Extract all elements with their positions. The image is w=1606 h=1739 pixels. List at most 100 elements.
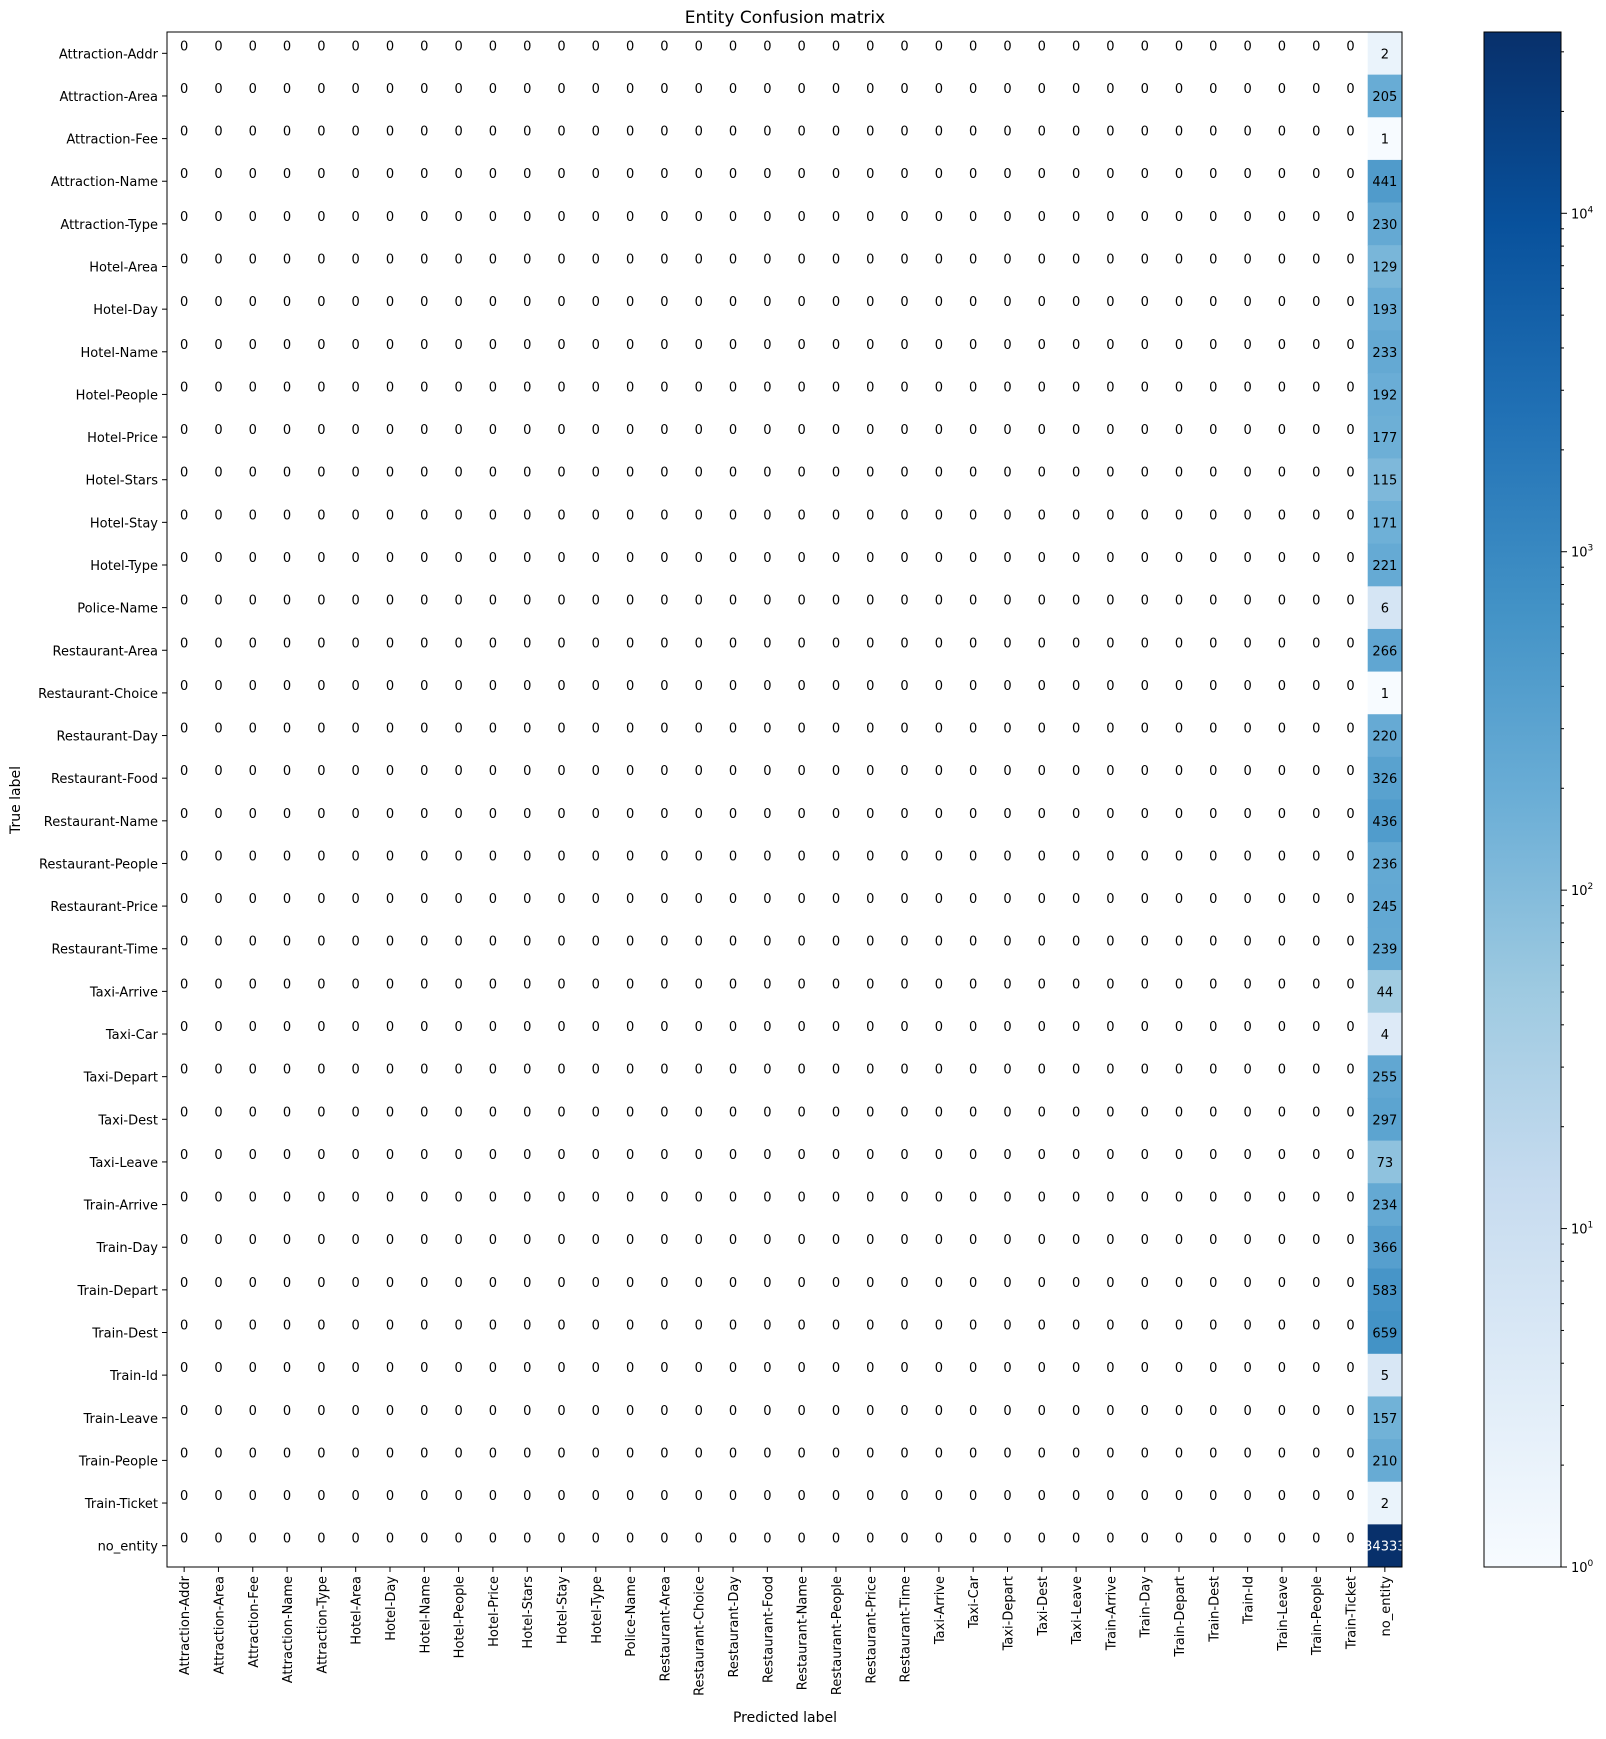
cell-value: 0 <box>695 1532 703 1547</box>
cell-value: 0 <box>454 466 462 481</box>
y-tick-label: Police-Name <box>77 602 158 617</box>
cell-value: 0 <box>1243 466 1251 481</box>
cell-value: 0 <box>660 1063 668 1078</box>
cell-value: 0 <box>420 849 428 864</box>
cell-value: 0 <box>1072 210 1080 225</box>
cell-value: 0 <box>489 935 497 950</box>
cell-value: 5 <box>1381 1369 1389 1384</box>
cell-value: 0 <box>214 594 222 609</box>
cell-value: 0 <box>798 764 806 779</box>
cell-value: 0 <box>180 338 188 353</box>
cell-value: 0 <box>695 423 703 438</box>
cell-value: 0 <box>695 764 703 779</box>
cell-value: 0 <box>798 1233 806 1248</box>
x-tick-label: Restaurant-Time <box>899 1576 914 1682</box>
cell-value: 0 <box>1312 1063 1320 1078</box>
cell-value: 0 <box>798 636 806 651</box>
cell-value: 0 <box>1003 764 1011 779</box>
cell-value: 0 <box>729 508 737 523</box>
heatmap-cell <box>1367 74 1403 118</box>
cell-value: 0 <box>729 253 737 268</box>
cell-value: 0 <box>1141 380 1149 395</box>
cell-value: 0 <box>626 295 634 310</box>
cell-value: 0 <box>660 892 668 907</box>
cell-value: 0 <box>695 679 703 694</box>
cell-value: 0 <box>832 935 840 950</box>
cell-value: 0 <box>420 125 428 140</box>
cell-value: 0 <box>1072 1233 1080 1248</box>
cell-value: 0 <box>626 380 634 395</box>
cell-value: 0 <box>1278 423 1286 438</box>
cell-value: 0 <box>1312 82 1320 97</box>
cell-value: 0 <box>1072 977 1080 992</box>
cell-value: 0 <box>1003 551 1011 566</box>
cell-value: 0 <box>352 466 360 481</box>
cell-value: 0 <box>832 1063 840 1078</box>
cell-value: 0 <box>1141 1148 1149 1163</box>
cell-value: 0 <box>763 39 771 54</box>
cell-value: 0 <box>592 977 600 992</box>
y-tick-label: Restaurant-Choice <box>38 687 158 702</box>
cell-value: 0 <box>1106 380 1114 395</box>
y-tick-label: Taxi-Car <box>105 1028 159 1043</box>
cell-value: 0 <box>832 423 840 438</box>
cell-value: 0 <box>832 977 840 992</box>
cell-value: 0 <box>523 849 531 864</box>
cell-value: 0 <box>763 125 771 140</box>
cell-value: 0 <box>317 1020 325 1035</box>
y-tick-label: Attraction-Fee <box>66 133 158 148</box>
cell-value: 0 <box>557 1404 565 1419</box>
cell-value: 0 <box>660 1361 668 1376</box>
cell-value: 0 <box>1003 82 1011 97</box>
cell-value: 0 <box>1346 1404 1354 1419</box>
cell-value: 0 <box>283 1489 291 1504</box>
cell-value: 0 <box>763 1020 771 1035</box>
cell-value: 0 <box>249 679 257 694</box>
cell-value: 0 <box>386 167 394 182</box>
cell-value: 0 <box>1038 1148 1046 1163</box>
cell-value: 0 <box>557 338 565 353</box>
x-axis-label: Predicted label <box>733 1710 837 1726</box>
cell-value: 0 <box>1209 636 1217 651</box>
cell-value: 0 <box>352 935 360 950</box>
cell-value: 0 <box>1003 849 1011 864</box>
cell-value: 0 <box>729 1361 737 1376</box>
cell-value: 0 <box>592 1063 600 1078</box>
cell-value: 0 <box>935 892 943 907</box>
y-tick-label: Taxi-Depart <box>83 1071 158 1086</box>
cell-value: 0 <box>1243 82 1251 97</box>
cell-value: 0 <box>283 1020 291 1035</box>
cell-value: 0 <box>386 722 394 737</box>
cell-value: 0 <box>626 508 634 523</box>
cell-value: 0 <box>489 39 497 54</box>
cell-value: 0 <box>900 39 908 54</box>
cell-value: 0 <box>969 807 977 822</box>
y-tick-label: Train-Arrive <box>83 1199 158 1214</box>
cell-value: 326 <box>1372 772 1397 787</box>
cell-value: 0 <box>1175 935 1183 950</box>
cell-value: 0 <box>489 1148 497 1163</box>
cell-value: 0 <box>249 39 257 54</box>
cell-value: 0 <box>729 849 737 864</box>
cell-value: 0 <box>935 977 943 992</box>
cell-value: 0 <box>1038 1063 1046 1078</box>
cell-value: 0 <box>969 338 977 353</box>
cell-value: 0 <box>763 1532 771 1547</box>
cell-value: 0 <box>660 82 668 97</box>
cell-value: 0 <box>454 125 462 140</box>
cell-value: 0 <box>283 1148 291 1163</box>
cell-value: 0 <box>489 1446 497 1461</box>
cell-value: 0 <box>1209 551 1217 566</box>
cell-value: 0 <box>969 977 977 992</box>
cell-value: 0 <box>557 1020 565 1035</box>
cell-value: 0 <box>729 977 737 992</box>
cell-value: 0 <box>1038 807 1046 822</box>
cell-value: 0 <box>214 1532 222 1547</box>
x-tick-label: Hotel-Area <box>350 1576 365 1645</box>
cell-value: 0 <box>832 1148 840 1163</box>
cell-value: 0 <box>763 1233 771 1248</box>
cell-value: 0 <box>1038 167 1046 182</box>
cell-value: 0 <box>1175 1148 1183 1163</box>
cell-value: 0 <box>386 807 394 822</box>
cell-value: 0 <box>935 764 943 779</box>
